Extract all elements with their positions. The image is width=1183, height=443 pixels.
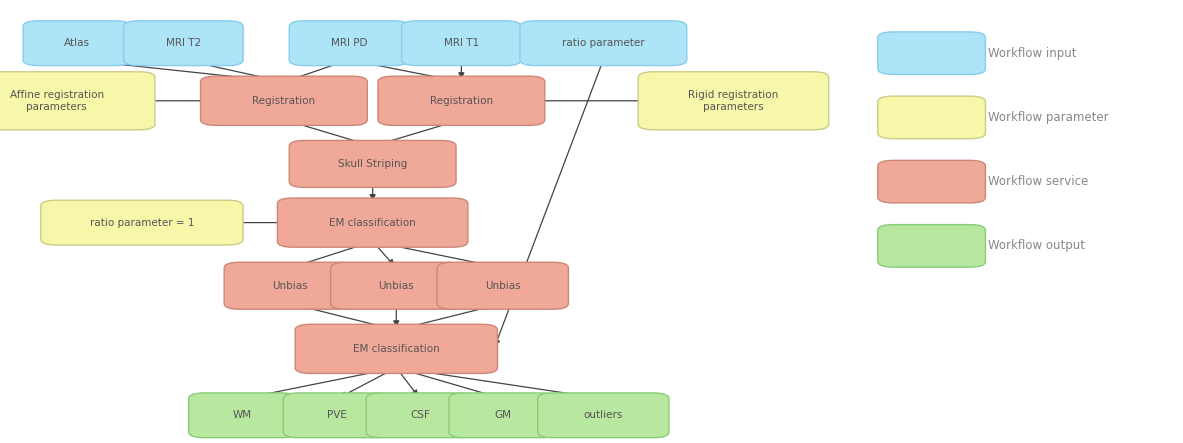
Text: Unbias: Unbias: [272, 281, 308, 291]
Text: outliers: outliers: [583, 410, 623, 420]
Text: ratio parameter: ratio parameter: [562, 38, 645, 48]
FancyBboxPatch shape: [289, 21, 409, 66]
FancyBboxPatch shape: [200, 76, 367, 125]
FancyBboxPatch shape: [367, 393, 473, 438]
Text: Unbias: Unbias: [485, 281, 521, 291]
Text: MRI PD: MRI PD: [331, 38, 367, 48]
FancyBboxPatch shape: [437, 262, 568, 309]
Text: EM classification: EM classification: [353, 344, 440, 354]
Text: Workflow input: Workflow input: [988, 47, 1077, 60]
Text: ratio parameter = 1: ratio parameter = 1: [90, 218, 194, 228]
FancyBboxPatch shape: [519, 21, 686, 66]
FancyBboxPatch shape: [878, 96, 985, 139]
FancyBboxPatch shape: [283, 393, 390, 438]
Text: MRI T1: MRI T1: [444, 38, 479, 48]
Text: Rigid registration
parameters: Rigid registration parameters: [689, 90, 778, 112]
FancyBboxPatch shape: [0, 72, 155, 130]
FancyBboxPatch shape: [296, 324, 497, 373]
Text: Registration: Registration: [252, 96, 316, 106]
FancyBboxPatch shape: [289, 140, 457, 187]
Text: Skull Striping: Skull Striping: [338, 159, 407, 169]
FancyBboxPatch shape: [277, 198, 467, 247]
FancyBboxPatch shape: [537, 393, 670, 438]
FancyBboxPatch shape: [448, 393, 556, 438]
Text: WM: WM: [233, 410, 252, 420]
Text: CSF: CSF: [411, 410, 429, 420]
FancyBboxPatch shape: [24, 21, 130, 66]
FancyBboxPatch shape: [123, 21, 243, 66]
FancyBboxPatch shape: [638, 72, 828, 130]
FancyBboxPatch shape: [878, 160, 985, 203]
FancyBboxPatch shape: [402, 21, 521, 66]
Text: GM: GM: [494, 410, 511, 420]
Text: MRI T2: MRI T2: [166, 38, 201, 48]
Text: Unbias: Unbias: [379, 281, 414, 291]
Text: PVE: PVE: [328, 410, 347, 420]
Text: Workflow parameter: Workflow parameter: [988, 111, 1108, 124]
FancyBboxPatch shape: [878, 225, 985, 267]
FancyBboxPatch shape: [379, 76, 544, 125]
Text: Workflow output: Workflow output: [988, 239, 1085, 253]
FancyBboxPatch shape: [188, 393, 296, 438]
Text: Registration: Registration: [429, 96, 493, 106]
FancyBboxPatch shape: [224, 262, 355, 309]
Text: Workflow service: Workflow service: [988, 175, 1088, 188]
FancyBboxPatch shape: [878, 32, 985, 74]
Text: Atlas: Atlas: [64, 38, 90, 48]
Text: EM classification: EM classification: [329, 218, 416, 228]
FancyBboxPatch shape: [40, 200, 243, 245]
FancyBboxPatch shape: [330, 262, 461, 309]
Text: Affine registration
parameters: Affine registration parameters: [9, 90, 104, 112]
